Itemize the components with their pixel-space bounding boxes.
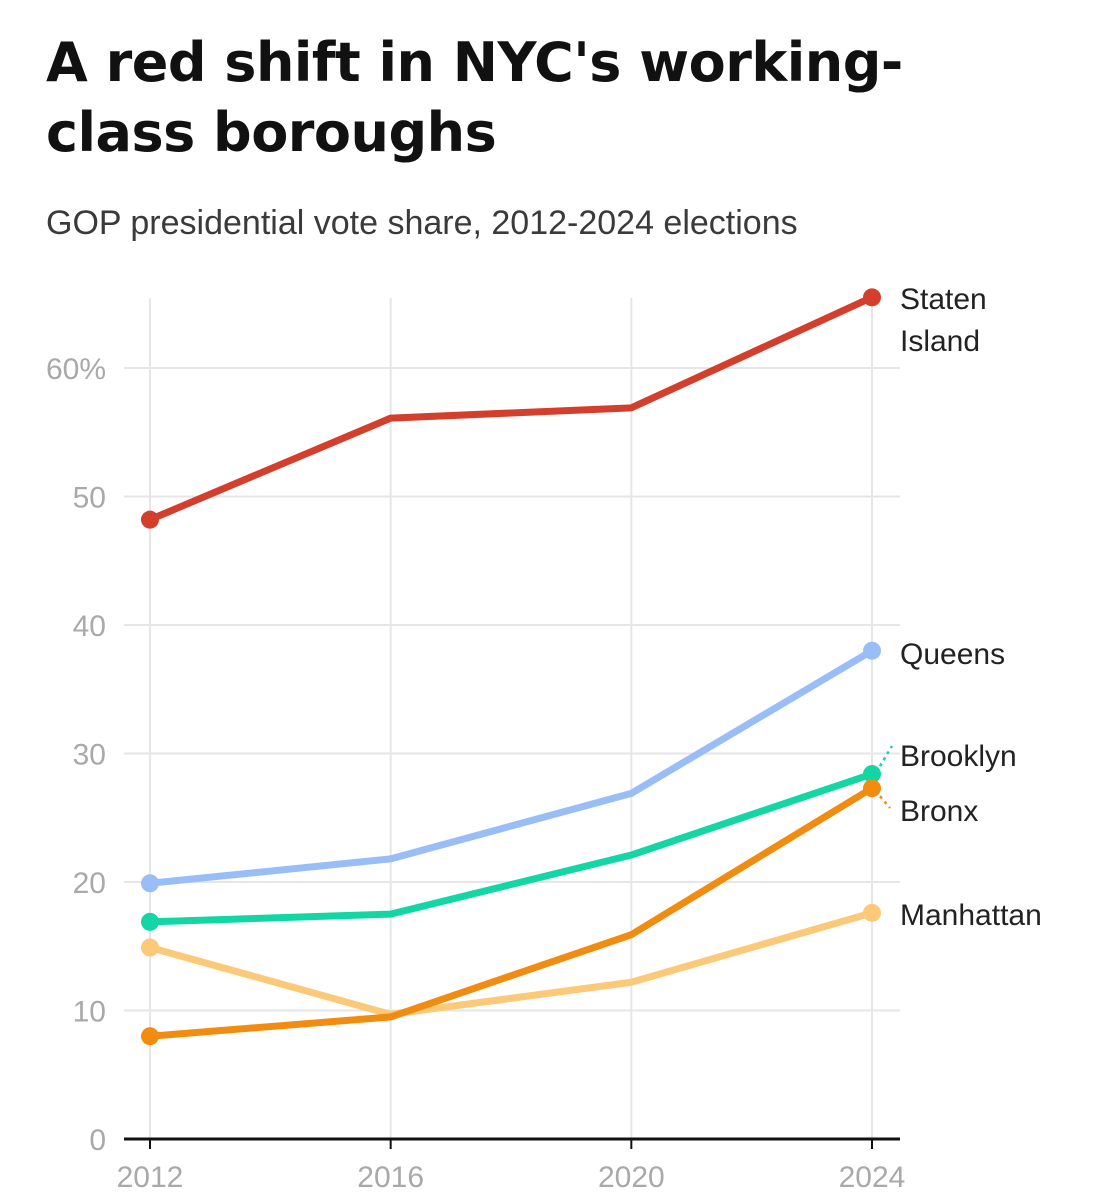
- bronx-point-2024: [863, 779, 881, 798]
- chart-title: A red shift in NYC's working- class boro…: [46, 28, 1086, 168]
- series-label-bronx: Bronx: [900, 795, 978, 828]
- chart-subtitle: GOP presidential vote share, 2012-2024 e…: [46, 204, 798, 242]
- chart-title-line-1: A red shift in NYC's working-: [46, 31, 903, 94]
- grid-layer: [124, 298, 900, 1139]
- x-tick-label: 2024: [839, 1161, 906, 1194]
- series-label-manhattan: Manhattan: [900, 899, 1042, 932]
- series-label-line: Bronx: [900, 795, 978, 828]
- manhattan-line: [146, 909, 876, 1018]
- queens-line: [146, 647, 876, 887]
- y-tick-label: 40: [73, 610, 106, 643]
- staten-island-line: [146, 293, 876, 524]
- series-label-line: Island: [900, 325, 980, 358]
- series-layer: [141, 288, 881, 1046]
- brooklyn-leader-line: [878, 745, 894, 767]
- y-tick-label: 50: [73, 482, 106, 515]
- y-tick-label: 10: [73, 996, 106, 1029]
- series-label-line: Brooklyn: [900, 740, 1017, 773]
- manhattan-point-2024: [863, 903, 881, 922]
- y-tick-label: 20: [73, 867, 106, 900]
- axis-layer: 0 10 20 30 40 50 60% 2012 2016 2020 2024: [46, 353, 905, 1194]
- series-queens: [141, 641, 881, 893]
- x-tick-label: 2012: [117, 1161, 184, 1194]
- queens-point-2012: [141, 874, 159, 893]
- series-staten-island: [141, 288, 881, 529]
- series-label-brooklyn: Brooklyn: [900, 740, 1017, 773]
- x-tick-label: 2020: [598, 1161, 665, 1194]
- series-label-staten-island: Staten Island: [900, 283, 987, 358]
- y-tick-label: 0: [89, 1124, 106, 1157]
- staten-island-point-2024: [863, 288, 881, 307]
- series-manhattan: [141, 903, 881, 1018]
- manhattan-point-2012: [141, 938, 159, 957]
- series-label-queens: Queens: [900, 638, 1005, 671]
- y-tick-label: 60%: [46, 353, 106, 386]
- bronx-leader-line: [879, 795, 891, 809]
- chart-title-line-2: class boroughs: [46, 101, 497, 164]
- brooklyn-line: [146, 770, 876, 926]
- series-brooklyn: [141, 765, 881, 931]
- series-label-line: Queens: [900, 638, 1005, 671]
- series-bronx: [141, 779, 881, 1046]
- x-tick-label: 2016: [357, 1161, 424, 1194]
- staten-island-point-2012: [141, 510, 159, 529]
- series-label-line: Manhattan: [900, 899, 1042, 932]
- bronx-point-2012: [141, 1027, 159, 1046]
- y-tick-label: 30: [73, 739, 106, 772]
- series-label-line: Staten: [900, 283, 987, 316]
- label-layer: Staten Island Queens Brooklyn Bronx Manhattan: [878, 283, 1042, 932]
- queens-point-2024: [863, 641, 881, 660]
- bronx-line: [146, 784, 876, 1040]
- brooklyn-point-2012: [141, 912, 159, 931]
- brooklyn-point-2024: [863, 765, 881, 784]
